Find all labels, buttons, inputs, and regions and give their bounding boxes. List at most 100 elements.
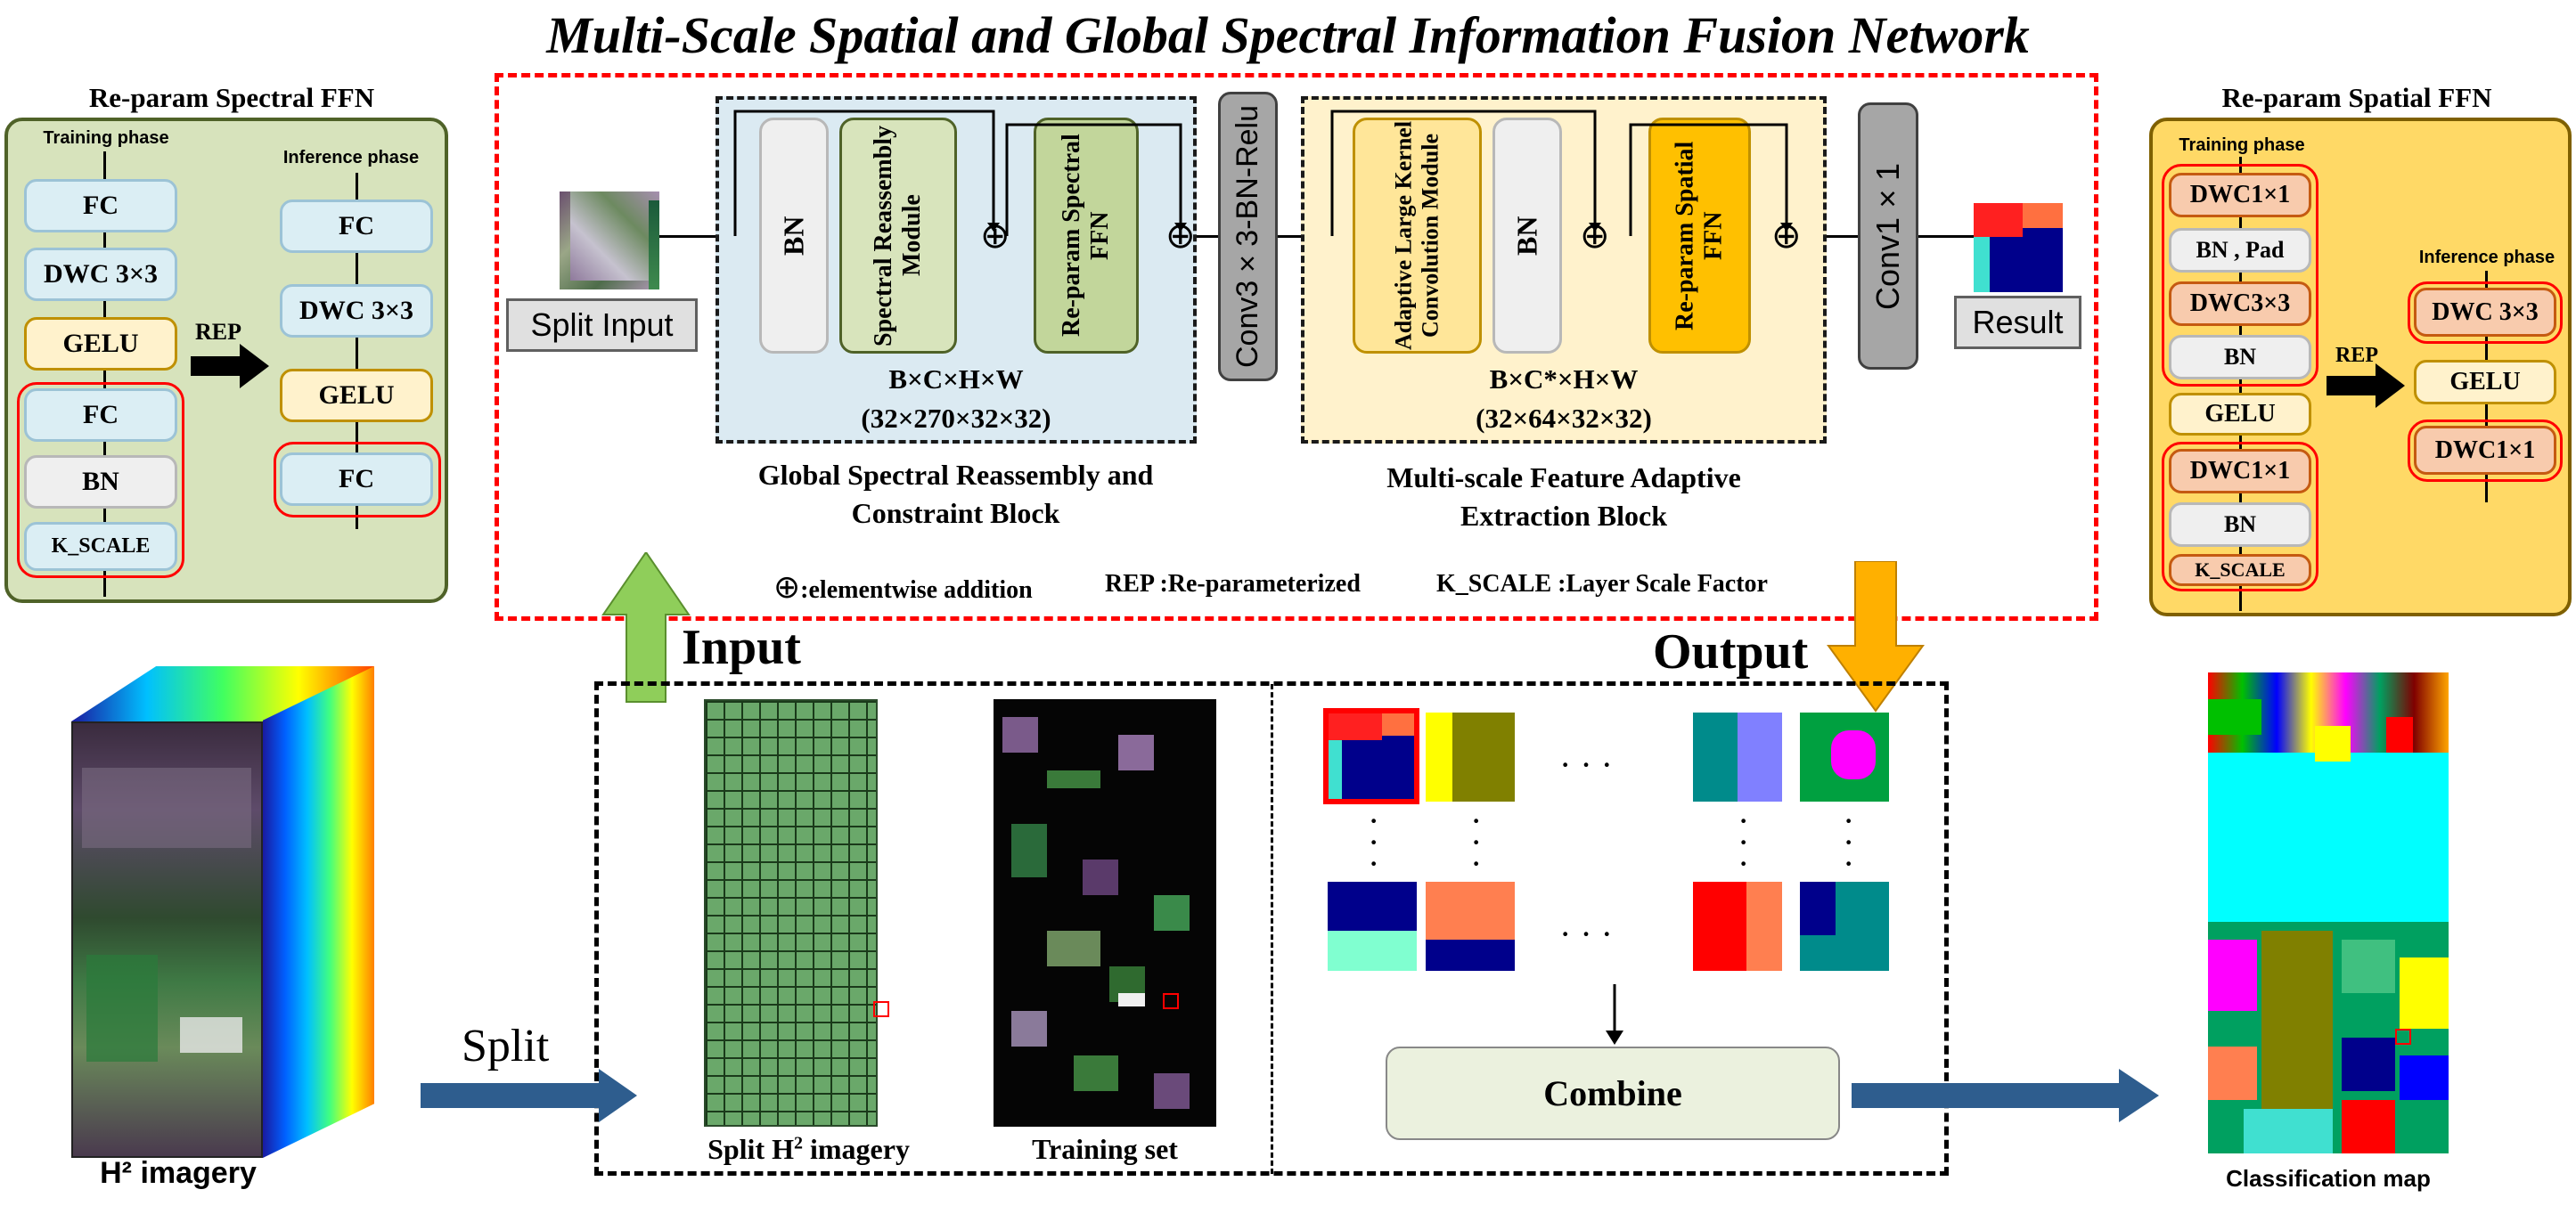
combine-down-arrow-icon <box>1606 984 1623 1045</box>
spatial-inf-dwc1-block: DWC1×1 <box>2414 426 2556 475</box>
spectral-ffn-panel: Training phase Inference phase FC DWC 3×… <box>4 118 448 603</box>
spatial-bnpad-block: BN , Pad <box>2169 228 2311 273</box>
inference-dwc-block: DWC 3×3 <box>280 284 433 338</box>
spatial-dwc3-block: DWC3×3 <box>2169 281 2311 326</box>
vdots-2: · · · <box>1470 801 1483 884</box>
add-icon-4: ⊕ <box>1771 216 1802 256</box>
rep-label: REP <box>195 319 241 345</box>
h2-cube-front <box>71 721 263 1158</box>
block2-caption-line1: Multi-scale Feature Adaptive <box>1386 461 1741 493</box>
split-input-cube <box>560 191 659 289</box>
spatial-inf-dwc3-block: DWC 3×3 <box>2414 288 2556 337</box>
output-tile-4 <box>1800 713 1889 802</box>
diagram-title: Multi-Scale Spatial and Global Spectral … <box>546 6 2030 64</box>
spatial-kscale-block: K_SCALE <box>2169 554 2311 586</box>
inference-flow-line <box>356 173 358 529</box>
dots-row-2: · · · <box>1559 914 1613 954</box>
training-phase-label: Training phase <box>43 128 169 148</box>
spatial-reparam-group-2 <box>2162 442 2318 591</box>
conv1x1-module: Conv1×1 <box>1858 102 1918 370</box>
spatial-rep-label: REP <box>2335 344 2378 367</box>
output-tile-7 <box>1693 882 1782 971</box>
spatial-inf-group-2 <box>2408 420 2563 482</box>
spatial-dwc1-block: DWC1×1 <box>2169 173 2311 217</box>
block2-shape: B×C*×H×W <box>1489 363 1639 395</box>
inference-phase-label: Inference phase <box>282 148 420 167</box>
inference-fc-group <box>274 442 441 517</box>
spatial-ffn-title: Re-param Spatial FFN <box>2221 82 2492 113</box>
spatial-bn2-block: BN <box>2169 502 2311 547</box>
add-icon-1: ⊕ <box>980 216 1010 256</box>
dots-row-1: · · · <box>1559 745 1613 785</box>
legend-kscale: K_SCALE :Layer Scale Factor <box>1436 570 1768 598</box>
split-h2-label: Split H2 imagery <box>707 1133 910 1165</box>
combine-box: Combine <box>1386 1047 1840 1140</box>
inference-gelu-block: GELU <box>280 369 433 422</box>
spatial-gelu-block: GELU <box>2169 393 2311 436</box>
conv3x3-module: Conv3×3-BN-Relu <box>1218 92 1278 381</box>
spatial-inference-phase-label: Inference phase <box>2418 248 2556 267</box>
spatial-rep-arrow-icon <box>2327 363 2405 408</box>
classification-arrow-icon <box>1852 1069 2159 1122</box>
spectral-skip-connections <box>733 110 1187 236</box>
output-tile-1 <box>1323 708 1419 804</box>
block1-dims: (32×270×32×32) <box>861 403 1051 434</box>
output-tile-5 <box>1328 882 1417 971</box>
block2-caption-line2: Extraction Block <box>1460 500 1667 532</box>
output-label: Output <box>1653 624 1809 680</box>
input-label: Input <box>682 620 801 675</box>
block1-caption-line1: Global Spectral Reassembly and <box>757 459 1154 491</box>
output-tile-6 <box>1426 882 1515 971</box>
training-kscale-block: K_SCALE <box>24 522 177 571</box>
output-tile-3 <box>1693 713 1782 802</box>
h2-imagery-label: H² imagery <box>100 1156 257 1190</box>
output-tile-8 <box>1800 882 1889 971</box>
legend-add: ⊕:elementwise addition <box>773 569 1033 605</box>
rep-arrow-icon <box>191 344 269 388</box>
input-up-arrow-icon <box>601 552 691 703</box>
training-fc2-block: FC <box>24 388 177 442</box>
output-tile-2 <box>1426 713 1515 802</box>
spatial-training-phase-label: Training phase <box>2179 135 2305 155</box>
block1-shape: B×C×H×W <box>888 363 1024 395</box>
split-label: Split <box>462 1021 550 1071</box>
data-frame-divider <box>1271 684 1273 1174</box>
spatial-inf-gelu-block: GELU <box>2414 360 2556 404</box>
network-frame <box>495 73 2098 621</box>
plus-circle-icon: ⊕ <box>773 569 801 605</box>
split-input-label: Split Input <box>506 298 698 352</box>
result-map <box>1974 203 2063 292</box>
classification-map <box>2208 672 2449 1153</box>
vdots-4: · · · <box>1843 801 1855 884</box>
vdots-1: · · · <box>1368 801 1380 884</box>
add-icon-3: ⊕ <box>1580 216 1610 256</box>
add-icon-2: ⊕ <box>1165 216 1196 256</box>
spectral-ffn-title: Re-param Spectral FFN <box>88 82 375 113</box>
training-set-image <box>994 699 1216 1127</box>
spatial-ffn-panel: Training phase Inference phase DWC1×1 BN… <box>2149 118 2572 616</box>
inference-fc2-block: FC <box>280 452 433 506</box>
vdots-3: · · · <box>1738 801 1750 884</box>
training-flow-line <box>103 151 106 597</box>
reparam-group <box>17 382 184 578</box>
spatial-dwc1-2-block: DWC1×1 <box>2169 449 2311 493</box>
training-gelu-block: GELU <box>24 317 177 371</box>
block2-dims: (32×64×32×32) <box>1476 403 1652 434</box>
training-fc-block: FC <box>24 179 177 232</box>
classification-map-label: Classification map <box>2226 1165 2431 1192</box>
spatial-inf-group-1 <box>2408 281 2563 344</box>
spatial-bn-block: BN <box>2169 335 2311 379</box>
split-arrow-icon <box>421 1069 637 1122</box>
result-label: Result <box>1954 296 2081 349</box>
h2-cube-side <box>263 666 374 1158</box>
block1-caption-line2: Constraint Block <box>851 497 1060 529</box>
split-h2-grid <box>704 699 889 1127</box>
legend-rep: REP :Re-parameterized <box>1105 570 1361 598</box>
spatial-skip-connections <box>1330 110 1793 236</box>
training-dwc-block: DWC 3×3 <box>24 248 177 301</box>
training-set-label: Training set <box>1032 1133 1178 1165</box>
training-bn-block: BN <box>24 455 177 509</box>
spatial-reparam-group-1 <box>2162 164 2318 387</box>
inference-fc-block: FC <box>280 200 433 253</box>
output-down-arrow-icon <box>1827 561 1925 713</box>
